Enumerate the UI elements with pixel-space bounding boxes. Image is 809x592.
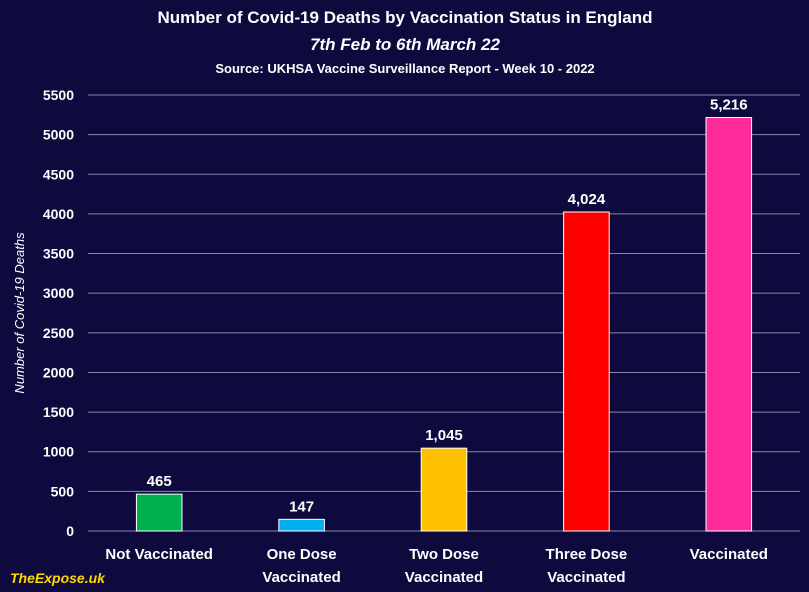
chart-source: Source: UKHSA Vaccine Surveillance Repor… (215, 61, 594, 76)
category-label: Vaccinated (405, 569, 483, 586)
y-tick-label: 4000 (43, 206, 74, 222)
category-label: Vaccinated (690, 546, 768, 563)
category-label: Vaccinated (547, 569, 625, 586)
category-label: Not Vaccinated (105, 546, 213, 563)
chart-title: Number of Covid-19 Deaths by Vaccination… (158, 8, 653, 27)
y-tick-label: 2500 (43, 325, 74, 341)
y-tick-label: 0 (66, 523, 74, 539)
category-label: Vaccinated (262, 569, 340, 586)
bar (563, 211, 610, 532)
y-tick-label: 4500 (43, 166, 74, 182)
chart-subtitle: 7th Feb to 6th March 22 (310, 35, 500, 54)
category-label: Three Dose (546, 546, 628, 563)
y-tick-label: 500 (51, 483, 75, 499)
bar-value-label: 147 (289, 498, 314, 515)
brand-watermark: TheExpose.uk (10, 570, 106, 586)
bar (420, 447, 468, 532)
category-label: One Dose (267, 546, 337, 563)
bars (135, 117, 753, 532)
bar-value-label: 5,216 (710, 97, 748, 114)
y-tick-label: 5000 (43, 127, 74, 143)
y-axis-ticks: 0 500 1000 1500 2000 2500 3000 3500 4000 4500 5000… (43, 87, 74, 539)
y-tick-label: 3000 (43, 285, 74, 301)
y-tick-label: 1500 (43, 404, 74, 420)
category-label: Two Dose (409, 546, 479, 563)
bar-value-label: 4,024 (568, 191, 606, 208)
data-labels: 465 147 1,045 4,024 5,216 (147, 97, 748, 516)
bar-value-label: 1,045 (425, 427, 463, 444)
bar (278, 518, 325, 532)
y-tick-label: 1000 (43, 444, 74, 460)
category-labels: Not Vaccinated One Dose Vaccinated Two Dose… (105, 546, 768, 586)
bar-value-label: 465 (147, 473, 172, 490)
bar (135, 493, 183, 532)
y-tick-label: 2000 (43, 364, 74, 380)
y-axis-label: Number of Covid-19 Deaths (12, 232, 27, 394)
bar (705, 117, 753, 532)
gridlines (88, 94, 800, 532)
y-tick-label: 3500 (43, 246, 74, 262)
y-tick-label: 5500 (43, 87, 74, 103)
